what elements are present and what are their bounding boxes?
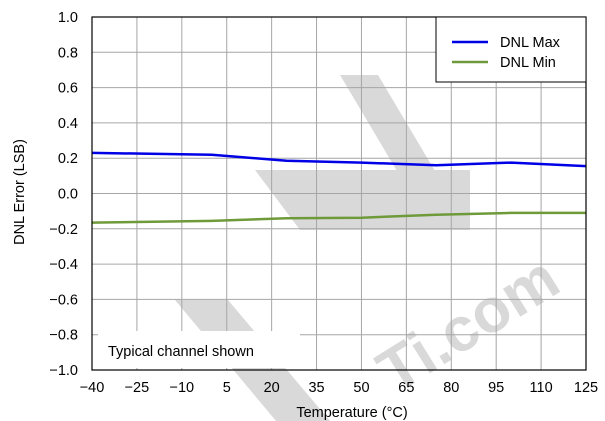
y-tick-label: 1.0 [58,10,78,26]
y-tick-label: −0.4 [49,257,78,273]
x-tick-label: 110 [530,380,553,396]
series-lines [91,151,587,224]
y-axis-title: DNL Error (LSB) [12,139,28,245]
legend-box [435,16,587,83]
y-tick-label: 0.6 [58,81,78,97]
series-line-dnl-max [91,151,587,168]
plot-border [91,16,587,371]
x-tick-label: 20 [264,380,280,396]
series-line-dnl-min [91,211,586,224]
x-tick-label: 65 [398,380,414,396]
watermark-band [255,170,470,230]
x-tick-labels: −40 −25 −10 5 20 35 50 65 80 95 110 125 [80,380,598,396]
y-tick-label: −0.2 [49,222,78,238]
y-tick-label: −0.6 [49,292,78,308]
x-tick-label: 125 [574,380,598,396]
y-tick-labels: −1.0 −0.8 −0.6 −0.4 −0.2 0.0 0.2 0.4 0.6 0.8 1.0 [49,10,78,379]
annotation-background [98,331,300,368]
x-tick-label: 35 [308,380,324,396]
legend-label-dnl-max: DNL Max [500,35,561,51]
annotation-box: Typical channel shown [98,331,300,368]
legend: DNL Max DNL Min [435,16,587,83]
y-tick-label: 0.2 [58,151,78,167]
y-tick-label: 0.0 [58,187,78,203]
legend-label-dnl-min: DNL Min [500,55,556,71]
y-tick-label: 0.4 [58,116,78,132]
annotation-text: Typical channel shown [108,344,254,360]
x-tick-label: −25 [125,380,150,396]
x-axis-title: Temperature (°C) [296,405,407,421]
x-tick-label: −40 [80,380,105,396]
x-tick-label: 50 [353,380,369,396]
y-tick-label: 0.8 [58,45,78,61]
x-tick-label: 80 [443,380,459,396]
x-tick-label: 95 [488,380,504,396]
watermark: Ti.com [175,75,571,421]
x-tick-label: 5 [223,380,231,396]
y-tick-label: −1.0 [49,363,78,379]
x-tick-label: −10 [170,380,195,396]
y-tick-label: −0.8 [49,328,78,344]
